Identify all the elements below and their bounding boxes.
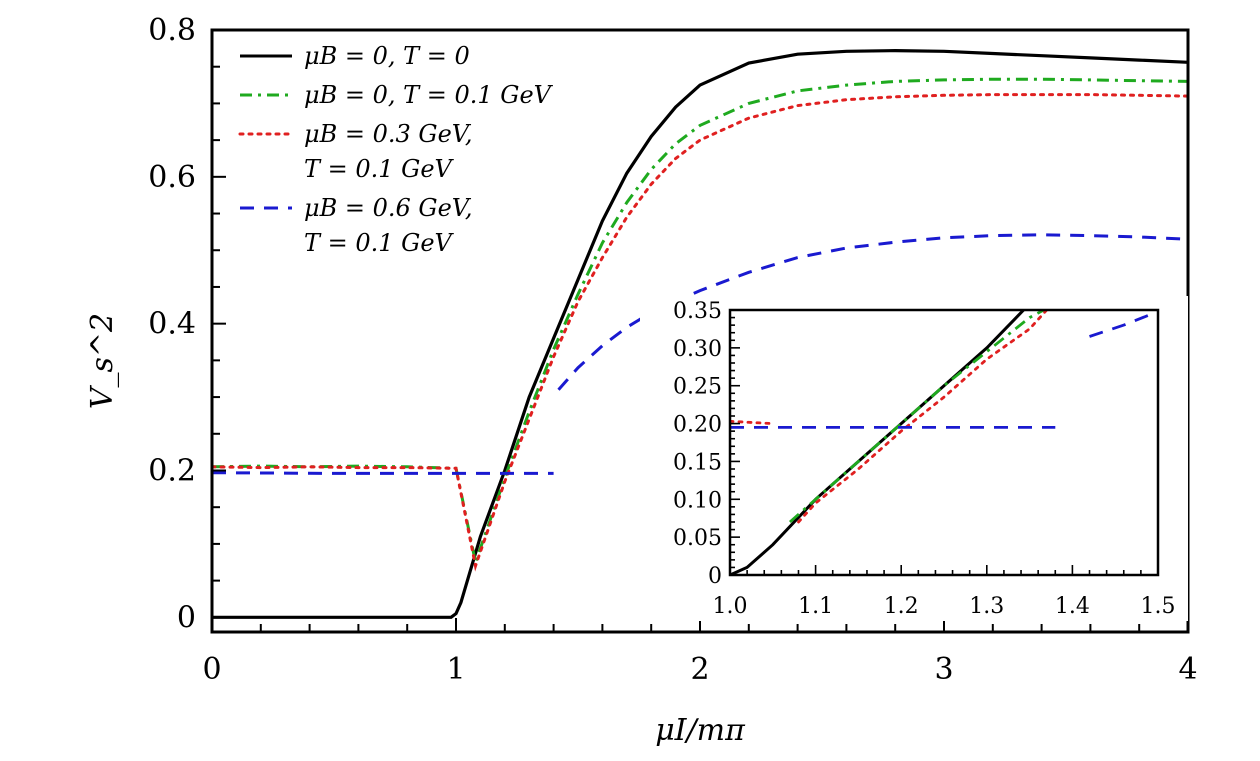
main-x-ticks: 0 1 2 3 4	[202, 618, 1198, 687]
legend-label-1: μB = 0, T = 0.1 GeV	[304, 81, 554, 109]
main-y-tick-label: 0	[177, 600, 196, 635]
inset-y-tick-label: 0.15	[673, 450, 722, 475]
inset-plot-frame	[728, 308, 1160, 577]
main-x-tick-label: 2	[690, 652, 709, 687]
inset-y-tick-label: 0	[708, 564, 722, 589]
legend-label-2: μB = 0.3 GeV,	[304, 120, 473, 148]
inset-y-tick-label: 0.20	[673, 413, 722, 438]
inset-series-2-line-1	[797, 310, 1049, 524]
x-axis-title: μI/mπ	[655, 713, 746, 748]
inset-y-tick-label: 0.05	[673, 526, 722, 551]
main-x-tick-label: 1	[446, 652, 465, 687]
main-y-tick-label: 0.6	[148, 160, 196, 195]
main-series-0-line-0	[212, 48, 1189, 619]
main-y-ticks: 0 0.2 0.4 0.6 0.8	[148, 13, 226, 635]
legend-label-0: μB = 0, T = 0	[304, 42, 470, 70]
inset-x-tick-label: 1.3	[969, 594, 1004, 619]
inset-series-group	[730, 310, 1158, 575]
main-series-group	[210, 48, 1190, 619]
inset-y-tick-label: 0.10	[673, 488, 722, 513]
inset-background	[640, 296, 1188, 621]
inset-x-tick-label: 1.1	[798, 594, 833, 619]
inset-plot: 1.0 1.1 1.2 1.3 1.4 1.500.050.100.150.200.250…	[640, 296, 1188, 621]
inset-x-tick-label: 1.2	[884, 594, 919, 619]
inset-y-tick-label: 0.35	[673, 299, 722, 324]
inset-series-3-line-1	[1089, 310, 1158, 338]
inset-y-tick-label: 0.25	[673, 375, 722, 400]
inset-x-tick-label: 1.4	[1055, 594, 1090, 619]
legend: μB = 0, T = 0 μB = 0, T = 0.1 GeV μB = 0.3…	[238, 42, 554, 257]
main-y-tick-label: 0.4	[148, 307, 196, 342]
inset-y-ticks: 0 0.05 0.10 0.15 0.20 0.25 0.30 0.35	[673, 299, 740, 589]
axis-titles: μI/mπ V_s^2	[85, 313, 746, 748]
inset-series-1-line-0	[788, 310, 1047, 524]
inset-x-ticks: 1.0 1.1 1.2 1.3 1.4 1.5	[713, 565, 1176, 619]
legend-label-3: μB = 0.6 GeV,	[304, 194, 473, 222]
main-y-tick-label: 0.8	[148, 13, 196, 48]
inset-series-2-line-0	[730, 419, 775, 425]
main-y-tick-label: 0.2	[148, 453, 196, 488]
legend-label-2: T = 0.1 GeV	[304, 155, 455, 183]
legend-label-3: T = 0.1 GeV	[304, 229, 455, 257]
main-series-3-line-1	[557, 233, 1189, 391]
main-x-tick-label: 0	[202, 652, 221, 687]
y-axis-title: V_s^2	[85, 313, 120, 409]
inset-x-tick-label: 1.5	[1141, 594, 1176, 619]
inset-x-tick-label: 1.0	[713, 594, 748, 619]
inset-y-tick-label: 0.30	[673, 337, 722, 362]
main-series-3-line-0	[211, 471, 554, 475]
main-x-tick-label: 4	[1178, 652, 1197, 687]
main-x-tick-label: 3	[934, 652, 953, 687]
